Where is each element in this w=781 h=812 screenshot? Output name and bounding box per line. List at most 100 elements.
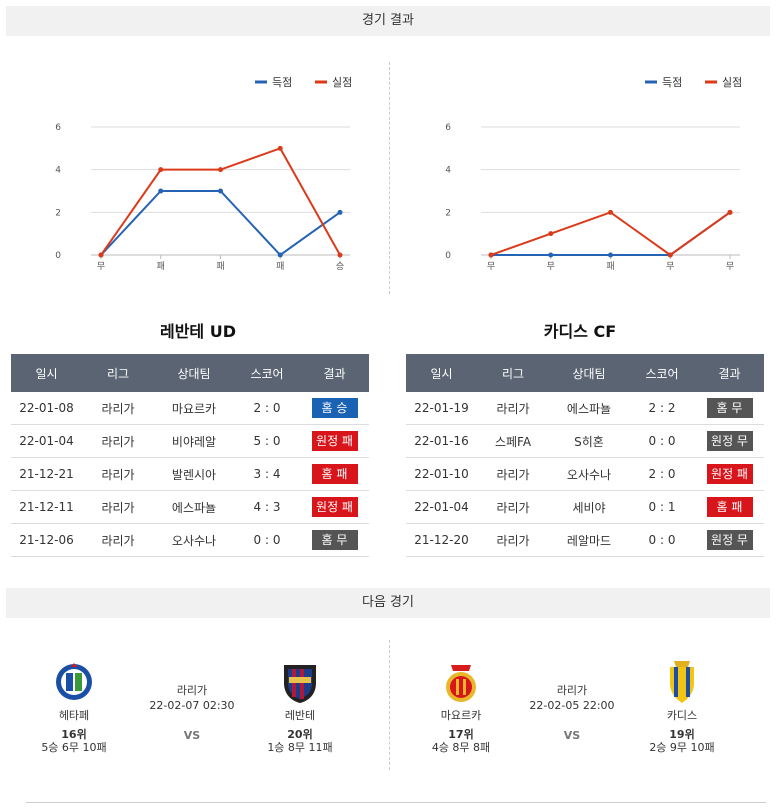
x-tick-label: 패 (216, 261, 224, 272)
table-row: 22-01-04 라리가 비야레알 5 : 0 원정 패 (11, 424, 369, 458)
header-score: 스코어 (629, 354, 695, 392)
data-point (608, 252, 613, 258)
cell-league: 스페FA (477, 424, 549, 458)
home-team-record: 5승 6무 10패 (41, 741, 107, 754)
table-row: 22-01-10 라리가 오사수나 2 : 0 원정 패 (406, 457, 764, 491)
result-badge: 원정 패 (311, 431, 358, 451)
cell-opponent: 에스파뇰 (549, 392, 629, 425)
next-section-header: 다음 경기 (6, 588, 770, 618)
cell-result: 홈 무 (300, 523, 369, 557)
header-league: 리그 (82, 354, 154, 392)
x-tick-label: 승 (336, 261, 344, 272)
cell-league: 라리가 (477, 523, 549, 557)
getafe-crest-icon (54, 659, 94, 705)
table-row: 21-12-06 라리가 오사수나 0 : 0 홈 무 (11, 523, 369, 557)
cell-date: 22-01-19 (406, 392, 477, 425)
table-row: 22-01-19 라리가 에스파뇰 2 : 2 홈 무 (406, 392, 764, 425)
legend-label: 득점 (662, 76, 682, 89)
header-date: 일시 (406, 354, 477, 392)
next-match-2: 마요르카 17위 4승 8무 8패 라리가 22-02-05 22:00 VS … (392, 655, 752, 765)
data-point (277, 145, 283, 151)
cell-result: 홈 패 (300, 457, 369, 491)
away-team[interactable]: 레반테 20위 1승 8무 11패 (250, 659, 350, 754)
table-row: 21-12-11 라리가 에스파뇰 4 : 3 원정 패 (11, 490, 369, 524)
away-team-name: 카디스 (666, 709, 698, 722)
next-divider (389, 640, 390, 770)
cell-opponent: 에스파뇰 (154, 490, 234, 524)
cell-score: 3 : 4 (234, 457, 300, 491)
mallorca-crest-icon (441, 659, 481, 705)
results-header-label: 경기 결과 (362, 13, 414, 28)
cell-date: 21-12-06 (11, 523, 82, 557)
match-info: 라리가 22-02-07 02:30 VS (132, 683, 252, 742)
y-tick-label: 4 (55, 166, 61, 176)
cell-score: 2 : 0 (234, 392, 300, 425)
cell-date: 21-12-21 (11, 457, 82, 491)
cell-result: 홈 무 (695, 392, 764, 425)
cell-league: 라리가 (82, 392, 154, 425)
vs-label: VS (183, 729, 201, 742)
cell-result: 원정 무 (695, 523, 764, 557)
cell-result: 홈 패 (695, 490, 764, 524)
result-badge: 원정 패 (706, 464, 753, 484)
header-result: 결과 (300, 354, 369, 392)
data-point (218, 167, 223, 173)
home-team[interactable]: 헤타페 16위 5승 6무 10패 (24, 659, 124, 754)
cell-result: 원정 패 (300, 424, 369, 458)
cell-score: 5 : 0 (234, 424, 300, 458)
cell-score: 4 : 3 (234, 490, 300, 524)
data-point (337, 209, 343, 215)
bottom-divider (26, 802, 766, 803)
cell-league: 라리가 (477, 490, 549, 524)
data-point (218, 188, 223, 194)
legend-label: 실점 (722, 76, 742, 89)
x-tick-label: 무 (726, 261, 734, 272)
match-datetime: 22-02-05 22:00 (529, 699, 615, 712)
data-point (277, 252, 283, 258)
result-badge: 원정 무 (706, 431, 753, 451)
cell-opponent: 마요르카 (154, 392, 234, 425)
home-team-rank: 17위 (448, 728, 474, 741)
cell-date: 22-01-04 (11, 424, 82, 458)
x-tick-label: 무 (97, 261, 105, 272)
header-opponent: 상대팀 (154, 354, 234, 392)
levante-crest-icon (280, 659, 320, 705)
header-score: 스코어 (234, 354, 300, 392)
away-team-record: 2승 9무 10패 (649, 741, 715, 754)
results-section-header: 경기 결과 (6, 6, 770, 36)
cell-opponent: 레알마드 (549, 523, 629, 557)
cell-score: 2 : 0 (629, 457, 695, 491)
data-point (667, 252, 673, 258)
cell-date: 21-12-11 (11, 490, 82, 524)
cell-result: 원정 무 (695, 424, 764, 458)
result-badge: 홈 승 (311, 398, 358, 418)
match-league: 라리가 (176, 684, 208, 697)
table-row: 22-01-08 라리가 마요르카 2 : 0 홈 승 (11, 392, 369, 425)
legend-label: 득점 (272, 76, 292, 89)
cell-league: 라리가 (82, 523, 154, 557)
header-opponent: 상대팀 (549, 354, 629, 392)
cell-score: 2 : 2 (629, 392, 695, 425)
table-row: 22-01-04 라리가 세비야 0 : 1 홈 패 (406, 490, 764, 524)
cell-result: 원정 패 (300, 490, 369, 524)
data-point (337, 252, 343, 258)
legend-label: 실점 (332, 76, 352, 89)
cell-opponent: 비야레알 (154, 424, 234, 458)
next-match-1: 헤타페 16위 5승 6무 10패 라리가 22-02-07 02:30 VS … (12, 655, 372, 765)
result-badge: 홈 패 (706, 497, 753, 517)
y-tick-label: 6 (445, 123, 451, 133)
result-badge: 홈 무 (311, 530, 358, 550)
data-point (727, 209, 733, 215)
x-tick-label: 무 (547, 261, 555, 272)
data-point (158, 188, 164, 194)
cell-league: 라리가 (477, 392, 549, 425)
y-tick-label: 6 (55, 123, 61, 133)
away-team[interactable]: 카디스 19위 2승 9무 10패 (632, 659, 732, 754)
x-tick-label: 패 (276, 261, 284, 272)
cell-score: 0 : 0 (629, 523, 695, 557)
home-team[interactable]: 마요르카 17위 4승 8무 8패 (411, 659, 511, 754)
cell-score: 0 : 0 (629, 424, 695, 458)
x-tick-label: 무 (666, 261, 674, 272)
